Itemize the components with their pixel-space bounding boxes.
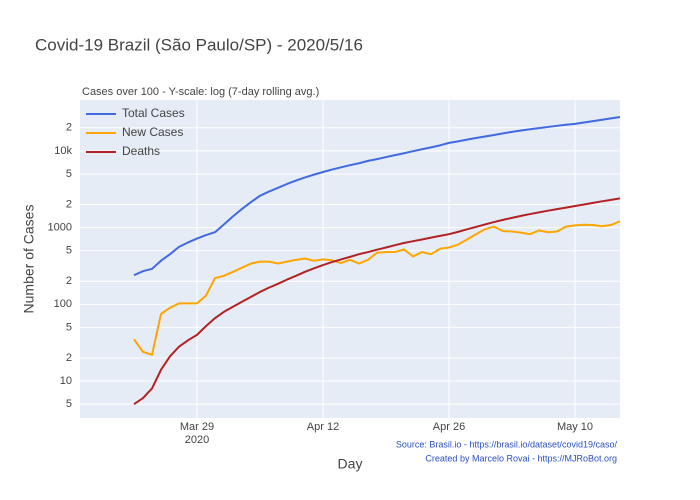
y-tick-label: 10 (60, 375, 72, 387)
series-line (133, 197, 621, 405)
annotation: Source: Brasil.io - https://brasil.io/da… (396, 439, 618, 449)
x-tick-label: Mar 29 (180, 421, 214, 433)
annotation: Created by Marcelo Rovai - https://MJRoB… (425, 453, 617, 463)
y-tick-label: 1000 (48, 221, 72, 233)
y-axis-label: Number of Cases (21, 205, 37, 314)
legend-label: Deaths (122, 144, 160, 158)
y-tick-label: 2 (66, 122, 72, 134)
x-tick-label: Apr 12 (307, 421, 339, 433)
y-tick-label: 5 (66, 245, 72, 257)
y-tick-label: 10k (54, 145, 72, 157)
series-line (133, 220, 621, 356)
y-tick-label: 5 (66, 398, 72, 410)
x-axis-label: Day (338, 456, 363, 472)
y-tick-label: 2 (66, 275, 72, 287)
y-tick-label: 2 (66, 198, 72, 210)
y-tick-label: 5 (66, 321, 72, 333)
x-year-label: 2020 (185, 434, 209, 446)
x-tick-label: Apr 26 (433, 421, 465, 433)
y-tick-label: 5 (66, 168, 72, 180)
legend-label: Total Cases (122, 106, 185, 120)
legend-label: New Cases (122, 125, 183, 139)
subtitle: Cases over 100 - Y-scale: log (7-day rol… (82, 86, 319, 98)
series-line (133, 116, 621, 277)
y-tick-label: 2 (66, 352, 72, 364)
y-tick-label: 100 (54, 298, 72, 310)
x-tick-label: May 10 (557, 421, 593, 433)
chart-title: Covid-19 Brazil (São Paulo/SP) - 2020/5/… (35, 35, 363, 54)
